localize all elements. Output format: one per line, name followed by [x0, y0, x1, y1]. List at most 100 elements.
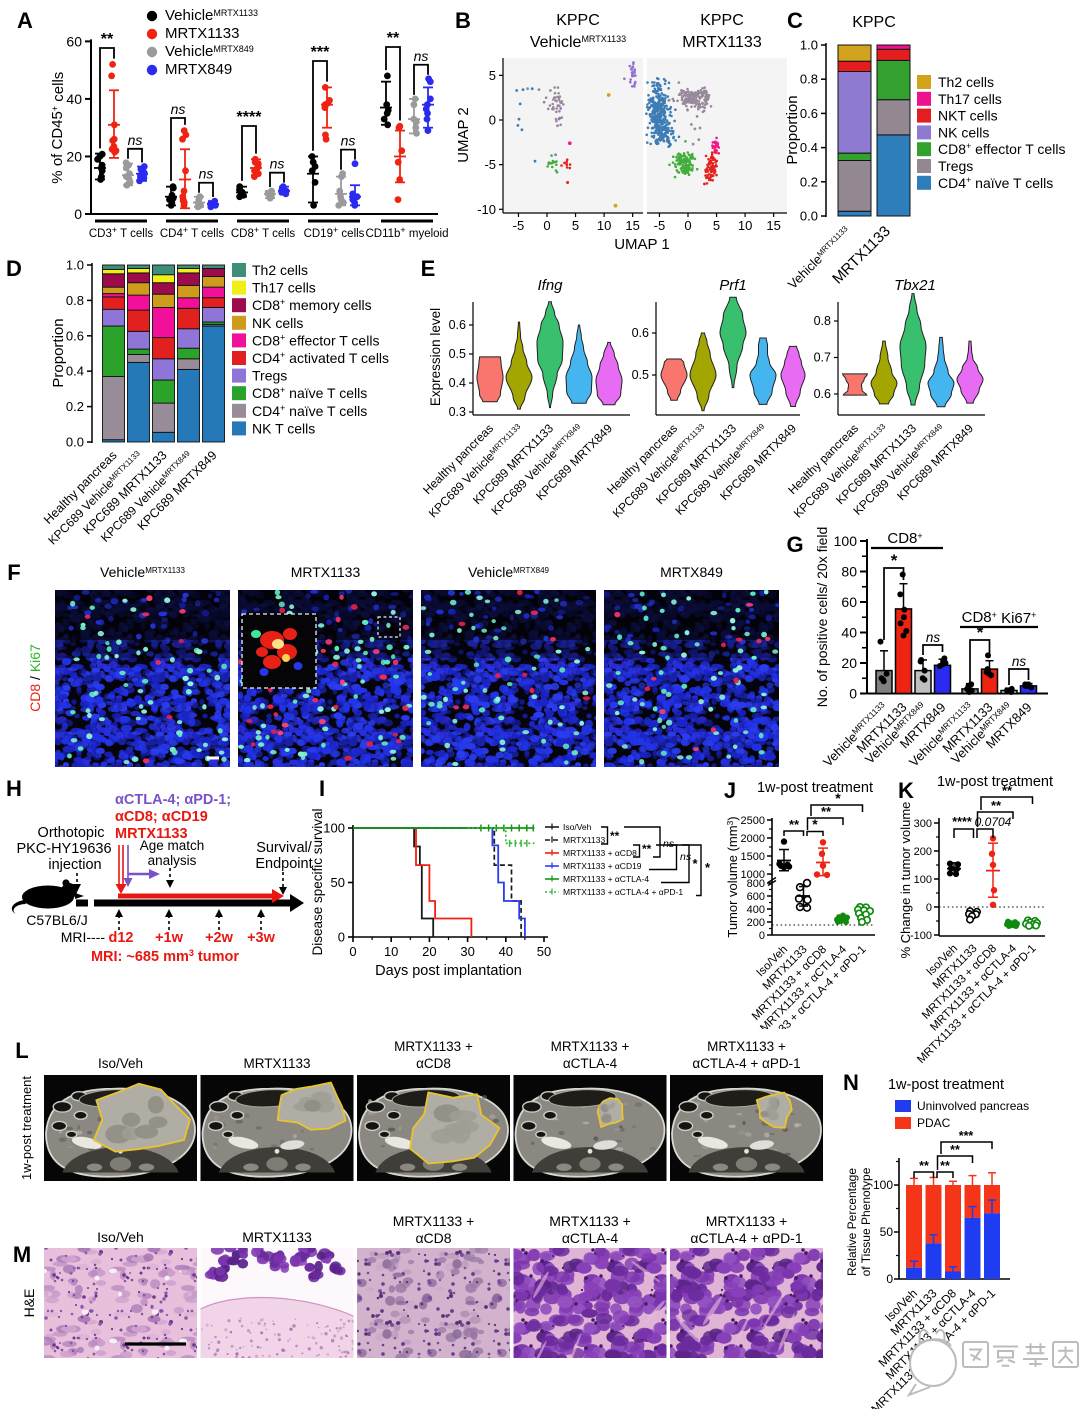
svg-text:40: 40	[499, 944, 513, 959]
svg-text:Relative Percentage: Relative Percentage	[845, 1168, 859, 1276]
svg-text:**: **	[789, 817, 800, 832]
svg-text:50: 50	[880, 1225, 894, 1239]
svg-text:Days post implantation: Days post implantation	[375, 963, 522, 979]
svg-text:10: 10	[738, 218, 752, 233]
svg-text:1000: 1000	[741, 869, 765, 881]
svg-text:C57BL6/J: C57BL6/J	[26, 912, 87, 928]
svg-text:**: **	[610, 829, 620, 843]
svg-text:100: 100	[914, 874, 932, 886]
svg-text:Th2 cells: Th2 cells	[938, 74, 994, 90]
svg-text:50: 50	[537, 944, 551, 959]
svg-text:60: 60	[66, 33, 82, 49]
svg-text:0.4: 0.4	[449, 376, 466, 390]
svg-text:KPPC: KPPC	[556, 12, 600, 29]
svg-text:E: E	[421, 256, 436, 281]
svg-text:***: ***	[311, 44, 330, 61]
svg-text:0.0704: 0.0704	[975, 815, 1012, 829]
svg-text:0.5: 0.5	[449, 347, 466, 361]
svg-text:*: *	[693, 856, 699, 871]
svg-text:0: 0	[349, 944, 356, 959]
svg-text:ns: ns	[414, 48, 429, 64]
svg-text:**: **	[821, 804, 832, 819]
svg-text:**: **	[642, 842, 652, 856]
svg-text:****: ****	[237, 109, 263, 126]
svg-text:2500: 2500	[741, 815, 765, 827]
svg-text:UMAP 2: UMAP 2	[455, 107, 472, 163]
svg-text:**: **	[919, 1159, 929, 1173]
svg-text:αCTLA-4: αCTLA-4	[563, 1056, 618, 1071]
svg-text:NK cells: NK cells	[252, 315, 303, 331]
svg-text:L: L	[15, 1038, 28, 1063]
svg-text:CD8+ memory cells: CD8+ memory cells	[252, 297, 372, 313]
svg-text:200: 200	[914, 846, 932, 858]
svg-text:0.3: 0.3	[449, 405, 466, 419]
svg-text:1w-post treatment: 1w-post treatment	[19, 1076, 34, 1180]
svg-text:KPPC: KPPC	[852, 14, 896, 31]
svg-text:M: M	[13, 1242, 31, 1267]
svg-text:Tregs: Tregs	[938, 158, 973, 174]
svg-text:MRTX1133 +: MRTX1133 +	[394, 1039, 473, 1054]
svg-text:F: F	[7, 560, 20, 585]
svg-text:MRTX849: MRTX849	[660, 564, 723, 580]
svg-text:Tumor volume (mm3): Tumor volume (mm3)	[725, 816, 740, 937]
svg-text:MRTX1133: MRTX1133	[242, 1229, 312, 1245]
svg-text:*: *	[891, 551, 898, 570]
svg-text:1.0: 1.0	[800, 38, 818, 53]
svg-text:injection: injection	[48, 857, 101, 873]
svg-text:αCTLA-4; αPD-1;: αCTLA-4; αPD-1;	[115, 792, 231, 808]
svg-text:J: J	[724, 778, 736, 803]
svg-text:-10: -10	[477, 202, 496, 217]
svg-text:**: **	[101, 31, 114, 48]
svg-text:ns: ns	[1012, 654, 1027, 669]
svg-text:Ifng: Ifng	[537, 277, 563, 294]
svg-text:Th17 cells: Th17 cells	[252, 280, 316, 296]
svg-text:CD8+ naïve T cells: CD8+ naïve T cells	[252, 385, 367, 401]
svg-text:I: I	[319, 776, 325, 801]
svg-text:CD11b+ myeloid: CD11b+ myeloid	[365, 225, 448, 240]
svg-text:0: 0	[886, 1272, 893, 1286]
svg-text:UMAP 1: UMAP 1	[614, 236, 670, 253]
svg-text:Uninvolved pancreas: Uninvolved pancreas	[917, 1099, 1029, 1113]
svg-text:CD8+ Ki67+: CD8+ Ki67+	[962, 609, 1037, 627]
svg-text:NK T cells: NK T cells	[252, 420, 315, 436]
svg-text:200: 200	[747, 917, 765, 929]
svg-text:20: 20	[422, 944, 436, 959]
svg-text:***: ***	[959, 1129, 974, 1143]
svg-text:No. of positive cells/ 20x fie: No. of positive cells/ 20x field	[814, 527, 830, 708]
svg-text:40: 40	[841, 625, 857, 641]
svg-text:****: ****	[952, 815, 972, 829]
svg-text:300: 300	[914, 818, 932, 830]
svg-text:G: G	[786, 532, 803, 557]
svg-text:+1w: +1w	[155, 930, 184, 946]
svg-text:*: *	[705, 860, 711, 875]
svg-text:B: B	[455, 8, 471, 33]
svg-text:**: **	[1002, 783, 1013, 798]
svg-text:of Tissue Phenotype: of Tissue Phenotype	[859, 1167, 873, 1276]
svg-text:*: *	[835, 790, 841, 806]
svg-text:H&E: H&E	[21, 1289, 37, 1318]
svg-text:Endpoint: Endpoint	[255, 856, 312, 872]
svg-text:100: 100	[323, 821, 345, 836]
svg-text:0.4: 0.4	[800, 140, 818, 155]
svg-text:Proportion: Proportion	[784, 95, 801, 164]
svg-text:MRTX1133: MRTX1133	[563, 835, 605, 845]
svg-text:Iso/Veh: Iso/Veh	[97, 1229, 144, 1245]
svg-text:5: 5	[489, 68, 496, 83]
svg-text:MRTX1133: MRTX1133	[243, 1056, 310, 1071]
svg-text:Th17 cells: Th17 cells	[938, 91, 1002, 107]
svg-text:MRI: ~685 mm3 tumor: MRI: ~685 mm3 tumor	[91, 948, 239, 965]
svg-text:**: **	[387, 30, 400, 47]
svg-text:MRTX1133 + αCD19: MRTX1133 + αCD19	[563, 861, 642, 871]
svg-text:ns: ns	[926, 630, 941, 645]
svg-text:MRTX1133 + αCTLA-4 + αPD-1: MRTX1133 + αCTLA-4 + αPD-1	[563, 887, 683, 897]
svg-text:-5: -5	[513, 218, 525, 233]
svg-text:KPPC: KPPC	[700, 12, 744, 29]
svg-text:NK cells: NK cells	[938, 124, 989, 140]
svg-text:MRTX1133 +: MRTX1133 +	[707, 1039, 786, 1054]
svg-text:5: 5	[572, 218, 579, 233]
svg-text:100: 100	[873, 1178, 893, 1192]
svg-text:Th2 cells: Th2 cells	[252, 262, 308, 278]
svg-text:CD8+: CD8+	[887, 530, 922, 547]
svg-text:PKC-HY19636: PKC-HY19636	[16, 841, 111, 857]
svg-text:Orthotopic: Orthotopic	[38, 825, 105, 841]
